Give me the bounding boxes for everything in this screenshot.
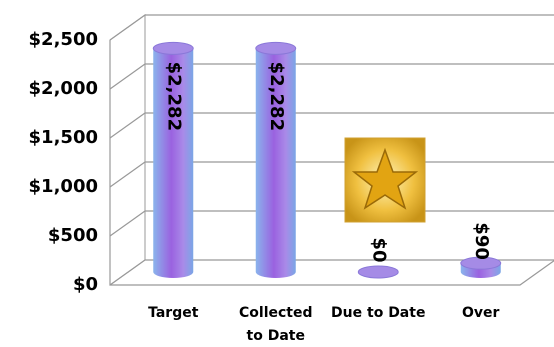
y-tick-label: $500	[48, 225, 98, 246]
y-tick-label: $2,500	[29, 29, 98, 50]
value-label: $2,282	[266, 62, 287, 131]
x-tick-label-box: Collected to Date	[239, 305, 313, 344]
x-tick-label-box: Due to Date	[331, 305, 426, 321]
floor-edge	[110, 259, 554, 286]
grid-line	[109, 259, 554, 286]
x-tick-label: Target	[148, 305, 199, 321]
y-tick-label: $2,000	[29, 78, 98, 99]
x-tick-label-box: Over	[462, 305, 500, 321]
cylinder-body	[255, 48, 296, 278]
x-tick-label: Collected to Date	[239, 305, 313, 344]
bar	[152, 41, 194, 278]
y-tick-label: $1,000	[29, 176, 98, 197]
bar	[460, 256, 502, 278]
bar	[255, 41, 297, 278]
x-tick-label: Due to Date	[331, 305, 426, 321]
value-label: $2,282	[163, 62, 184, 131]
bar	[357, 265, 399, 279]
grid-line	[109, 63, 554, 90]
cylinder-body	[153, 48, 194, 278]
cylinder-top	[357, 265, 399, 279]
grid-line	[109, 112, 554, 139]
cylinder-top	[460, 256, 502, 270]
value-label: $90	[471, 222, 492, 260]
y-tick-label: $1,500	[29, 127, 98, 148]
x-tick-label: Over	[462, 305, 500, 321]
value-label: $0	[368, 237, 389, 262]
y-tick-label: $0	[73, 274, 98, 295]
x-tick-label-box: Target	[148, 305, 199, 321]
back-wall	[109, 14, 146, 286]
cylinder-top	[152, 41, 194, 55]
grid-line	[109, 14, 554, 41]
star-badge	[344, 137, 426, 223]
cylinder-top	[255, 41, 297, 55]
